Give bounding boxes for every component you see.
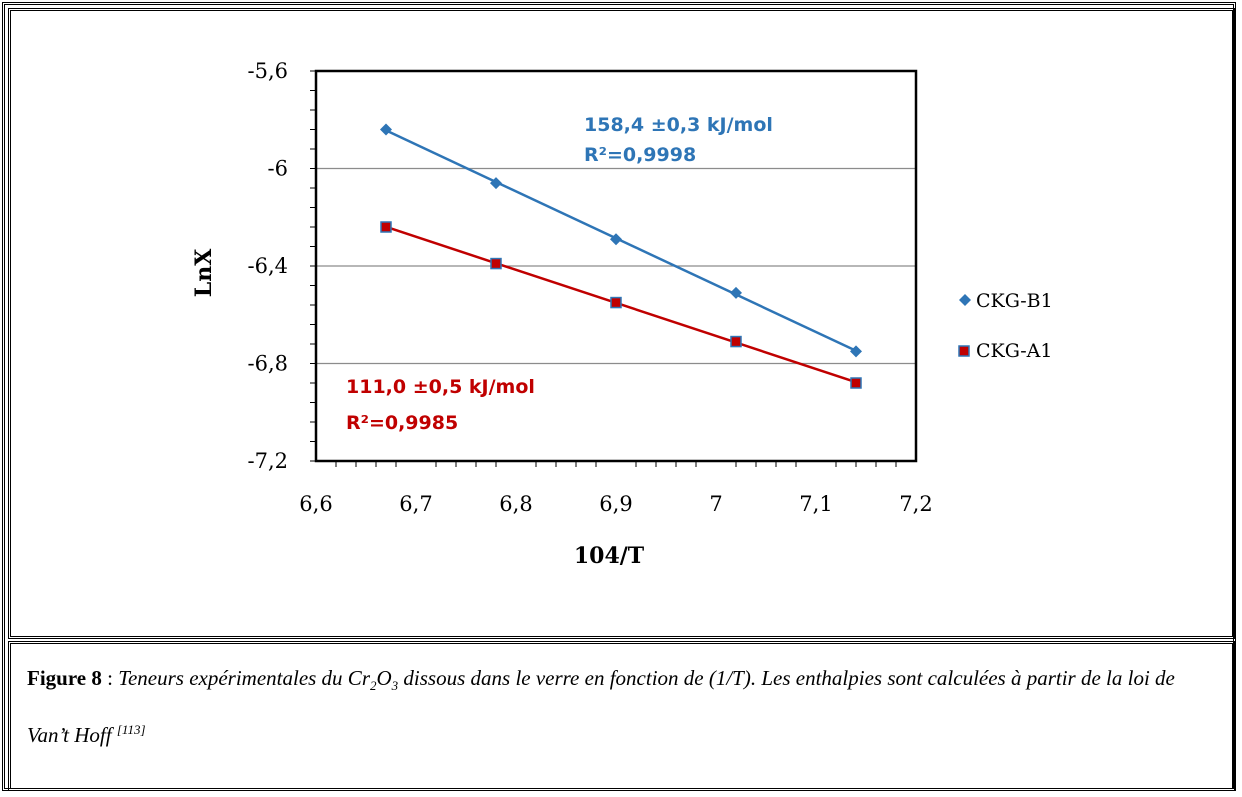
data-point-ckg-b1 [380, 123, 392, 136]
data-point-ckg-a1 [380, 221, 392, 233]
data-point-ckg-a1 [730, 335, 742, 348]
y-tick-labels: -5,6 -6 -6,4 -6,8 -7,2 [248, 59, 289, 473]
x-tick-label: 7 [709, 492, 722, 516]
caption-text-2: O [376, 666, 392, 690]
y-tick-label: -7,2 [248, 449, 289, 473]
x-tick-label: 7,1 [799, 492, 832, 516]
grid-lines [316, 167, 916, 365]
legend-marker-a1 [958, 345, 970, 357]
data-point-ckg-a1 [610, 296, 622, 309]
axis-ticks [310, 70, 897, 467]
x-tick-label: 6,9 [599, 492, 632, 516]
data-point-ckg-a1 [850, 377, 862, 389]
legend-label-a1: CKG-A1 [976, 340, 1053, 362]
x-tick-label: 6,6 [299, 492, 332, 516]
data-point-ckg-b1 [610, 233, 622, 246]
caption-text: Teneurs expérimentales du Cr2O3 dissous … [27, 666, 1175, 747]
y-axis-title: LnX [191, 248, 217, 297]
chart-svg: -5,6 -6 -6,4 -6,8 -7,2 6,6 6,7 6,8 6,9 7 7,1 7,2 L… [191, 59, 1053, 569]
series-a1-r2-label: R²=0,9985 [346, 412, 458, 434]
x-tick-labels: 6,6 6,7 6,8 6,9 7 7,1 7,2 [299, 492, 932, 516]
caption-sub-1: 2 [370, 678, 377, 694]
series-b1-fit-label: 158,4 ±0,3 kJ/mol [584, 114, 773, 136]
data-point-ckg-b1 [490, 177, 502, 190]
x-tick-label: 6,8 [499, 492, 532, 516]
data-point-ckg-b1 [850, 345, 862, 358]
x-axis-title: 104/T [574, 543, 645, 569]
legend-marker-b1 [959, 294, 971, 306]
legend-label-b1: CKG-B1 [976, 290, 1053, 312]
caption-separator: : [101, 666, 119, 690]
y-tick-label: -6,4 [248, 254, 289, 278]
series-b1-r2-label: R²=0,9998 [584, 144, 696, 166]
caption-frame: Figure 8 : Teneurs expérimentales du Cr2… [8, 641, 1235, 791]
y-tick-label: -5,6 [248, 59, 289, 83]
y-tick-label: -6 [268, 157, 288, 181]
figure-caption: Figure 8 : Teneurs expérimentales du Cr2… [27, 656, 1222, 757]
x-tick-label: 7,2 [899, 492, 932, 516]
data-points [380, 123, 862, 389]
legend: CKG-B1 CKG-A1 [958, 290, 1053, 362]
data-point-ckg-a1 [490, 257, 502, 270]
caption-label: Figure 8 [27, 666, 102, 690]
chart-frame: -5,6 -6 -6,4 -6,8 -7,2 6,6 6,7 6,8 6,9 7 7,1 7,2 L… [8, 8, 1235, 639]
series-a1-fit-label: 111,0 ±0,5 kJ/mol [346, 376, 535, 398]
caption-sub-2: 3 [391, 678, 399, 694]
caption-reference: [113] [116, 722, 146, 738]
fit-line-ckg-b1 [385, 129, 857, 352]
x-tick-label: 6,7 [399, 492, 432, 516]
y-tick-label: -6,8 [248, 352, 289, 376]
caption-text-1: Teneurs expérimentales du Cr [118, 666, 370, 690]
caption-text-3: dissous dans le verre en fonction de (1/… [27, 666, 1175, 748]
data-point-ckg-b1 [730, 286, 742, 299]
